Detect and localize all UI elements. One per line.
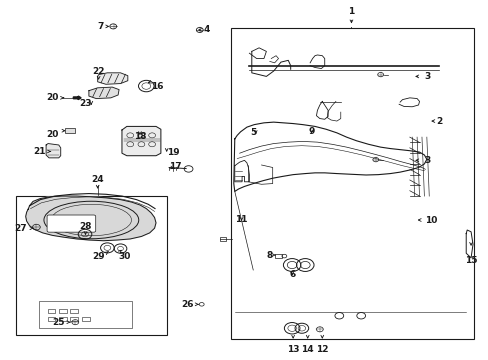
Text: 3: 3 [424,156,430,165]
FancyArrow shape [73,96,81,100]
Bar [230,28,473,339]
Bar [275,254,282,258]
Text: 25: 25 [52,318,64,327]
Polygon shape [98,73,127,84]
FancyBboxPatch shape [47,215,96,232]
Bar [59,317,66,321]
Bar [82,317,90,321]
Bar [64,128,75,133]
Text: 20: 20 [46,93,59,102]
Text: 16: 16 [151,82,163,91]
Bar [47,309,55,313]
Text: 9: 9 [308,127,314,136]
Polygon shape [122,126,161,156]
Text: 5: 5 [250,128,256,137]
Bar [220,237,225,241]
Text: 12: 12 [315,345,328,354]
Bar [39,301,131,328]
Text: 15: 15 [464,256,476,265]
Text: 18: 18 [133,132,146,141]
Text: 21: 21 [34,147,46,156]
Bar [16,196,166,336]
Text: 30: 30 [118,252,130,261]
Text: 17: 17 [169,162,182,171]
Text: 4: 4 [203,26,209,35]
Text: 26: 26 [181,300,193,309]
Text: 8: 8 [266,251,273,260]
Polygon shape [46,144,61,158]
Text: 1: 1 [347,7,354,16]
Text: 7: 7 [97,22,103,31]
Text: 2: 2 [436,117,442,126]
Text: 20: 20 [46,130,59,139]
Text: 23: 23 [79,99,91,108]
Text: 11: 11 [235,215,247,224]
Text: 28: 28 [79,222,92,231]
Bar [47,317,55,321]
Text: 22: 22 [92,67,104,76]
Polygon shape [26,196,156,241]
Text: 27: 27 [14,224,27,233]
Text: 10: 10 [425,216,437,225]
Text: 14: 14 [301,345,313,354]
Bar [70,317,78,321]
Polygon shape [89,87,119,99]
Bar [59,309,66,313]
Text: 3: 3 [424,72,430,81]
Text: 13: 13 [286,345,299,354]
Text: 29: 29 [92,252,104,261]
Text: 19: 19 [166,148,179,157]
Text: 24: 24 [91,175,104,184]
Text: 6: 6 [288,270,295,279]
Bar [70,309,78,313]
